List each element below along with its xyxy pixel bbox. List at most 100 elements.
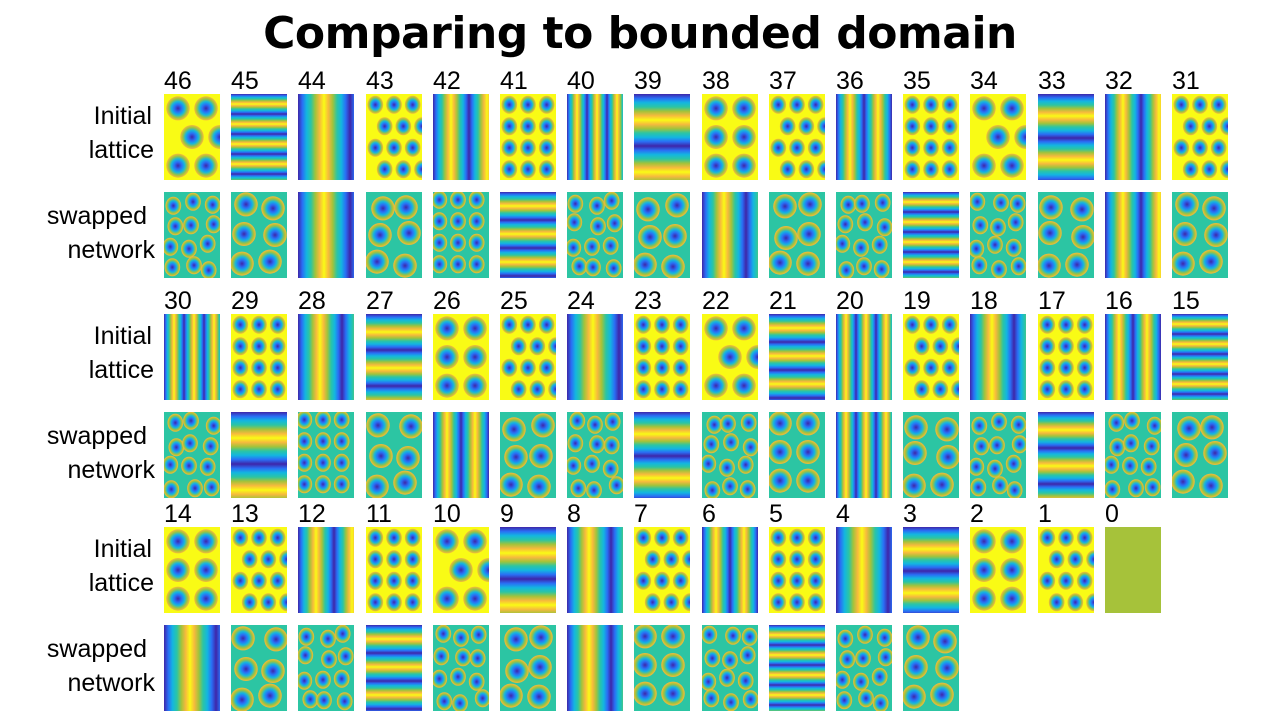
swapped-network-tile-32: [1105, 192, 1161, 278]
initial-lattice-tile-5: [769, 527, 825, 613]
initial-lattice-tile-7: [634, 527, 690, 613]
initial-lattice-tile-18: [970, 314, 1026, 400]
initial-lattice-tile-4: [836, 527, 892, 613]
initial-lattice-tile-34: [970, 94, 1026, 180]
initial-lattice-tile-35: [903, 94, 959, 180]
row-label-initial-lattice: Initial: [93, 322, 152, 350]
pattern-number: 4: [836, 500, 850, 528]
pattern-number: 32: [1105, 67, 1133, 95]
pattern-number: 39: [634, 67, 662, 95]
initial-lattice-tile-8: [567, 527, 623, 613]
row-label-swapped-network: swapped: [46, 422, 147, 450]
initial-lattice-tile-23: [634, 314, 690, 400]
pattern-number: 19: [903, 287, 931, 315]
pattern-number: 12: [298, 500, 326, 528]
slide-title: Comparing to bounded domain: [263, 8, 1017, 59]
pattern-number: 33: [1038, 67, 1066, 95]
initial-lattice-tile-32: [1105, 94, 1161, 180]
pattern-number: 24: [567, 287, 595, 315]
pattern-number: 38: [702, 67, 730, 95]
pattern-number: 41: [500, 67, 528, 95]
swapped-network-tile-20: [836, 412, 892, 498]
pattern-number: 23: [634, 287, 662, 315]
pattern-number: 25: [500, 287, 528, 315]
swapped-network-tile-17: [1038, 412, 1094, 498]
initial-lattice-tile-26: [433, 314, 489, 400]
pattern-number: 0: [1105, 500, 1119, 528]
initial-lattice-tile-11: [366, 527, 422, 613]
swapped-network-tile-45: [231, 192, 287, 278]
pattern-number: 46: [164, 67, 192, 95]
swapped-network-tile-16: [1105, 412, 1161, 498]
pattern-number: 28: [298, 287, 326, 315]
pattern-number: 14: [164, 500, 192, 528]
swapped-network-tile-44: [298, 192, 354, 278]
swapped-network-tile-37: [769, 192, 825, 278]
pattern-number: 8: [567, 500, 581, 528]
pattern-number: 9: [500, 500, 514, 528]
initial-lattice-tile-28: [298, 314, 354, 400]
initial-lattice-tile-36: [836, 94, 892, 180]
pattern-number: 45: [231, 67, 259, 95]
initial-lattice-tile-40: [567, 94, 623, 180]
initial-lattice-tile-19: [903, 314, 959, 400]
swapped-network-tile-36: [836, 192, 892, 278]
swapped-network-tile-9: [500, 625, 556, 711]
swapped-network-tile-19: [903, 412, 959, 498]
pattern-number: 16: [1105, 287, 1133, 315]
swapped-network-tile-31: [1172, 192, 1228, 278]
pattern-number: 13: [231, 500, 259, 528]
pattern-number: 20: [836, 287, 864, 315]
initial-lattice-tile-15: [1172, 314, 1228, 400]
pattern-number: 18: [970, 287, 998, 315]
row-label-swapped-network: network: [67, 236, 155, 264]
initial-lattice-tile-25: [500, 314, 556, 400]
pattern-number: 3: [903, 500, 917, 528]
initial-lattice-tile-13: [231, 527, 287, 613]
swapped-network-tile-30: [164, 412, 220, 498]
swapped-network-tile-23: [634, 412, 690, 498]
swapped-network-tile-41: [500, 192, 556, 278]
swapped-network-tile-14: [164, 625, 220, 711]
pattern-number: 15: [1172, 287, 1200, 315]
initial-lattice-tile-37: [769, 94, 825, 180]
swapped-network-tile-22: [702, 412, 758, 498]
initial-lattice-tile-6: [702, 527, 758, 613]
swapped-network-tile-46: [164, 192, 220, 278]
swapped-network-tile-25: [500, 412, 556, 498]
swapped-network-tile-40: [567, 192, 623, 278]
pattern-number: 27: [366, 287, 394, 315]
initial-lattice-tile-24: [567, 314, 623, 400]
initial-lattice-tile-21: [769, 314, 825, 400]
initial-lattice-tile-29: [231, 314, 287, 400]
row-label-initial-lattice: lattice: [88, 136, 154, 164]
swapped-network-tile-15: [1172, 412, 1228, 498]
initial-lattice-tile-12: [298, 527, 354, 613]
row-label-initial-lattice: lattice: [88, 569, 154, 597]
row-label-swapped-network: swapped: [46, 202, 147, 230]
pattern-number: 31: [1172, 67, 1200, 95]
swapped-network-tile-10: [433, 625, 489, 711]
swapped-network-tile-24: [567, 412, 623, 498]
swapped-network-tile-38: [702, 192, 758, 278]
swapped-network-tile-12: [298, 625, 354, 711]
swapped-network-tile-5: [769, 625, 825, 711]
initial-lattice-tile-31: [1172, 94, 1228, 180]
row-label-initial-lattice: Initial: [93, 102, 152, 130]
swapped-network-tile-4: [836, 625, 892, 711]
initial-lattice-tile-43: [366, 94, 422, 180]
pattern-number: 21: [769, 287, 797, 315]
row-label-initial-lattice: lattice: [88, 356, 154, 384]
swapped-network-tile-8: [567, 625, 623, 711]
row-label-swapped-network: swapped: [46, 635, 147, 663]
pattern-number: 11: [366, 500, 392, 528]
row-label-initial-lattice: Initial: [93, 535, 152, 563]
pattern-number: 7: [634, 500, 648, 528]
swapped-network-tile-3: [903, 625, 959, 711]
initial-lattice-tile-42: [433, 94, 489, 180]
pattern-number: 1: [1038, 500, 1052, 528]
initial-lattice-tile-2: [970, 527, 1026, 613]
swapped-network-tile-11: [366, 625, 422, 711]
initial-lattice-tile-3: [903, 527, 959, 613]
